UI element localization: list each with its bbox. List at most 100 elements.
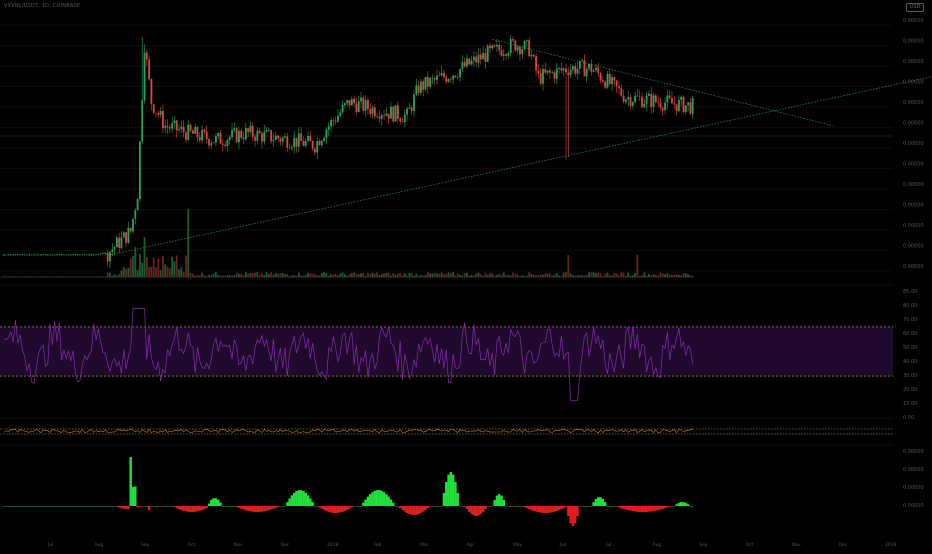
candle-body: [247, 128, 249, 132]
candle-body: [577, 69, 579, 74]
macd-bar: [632, 506, 634, 511]
rsi-tick-label: 0.00: [903, 415, 914, 421]
candle-body: [254, 137, 256, 141]
macd-bar: [408, 506, 410, 514]
candle-body: [549, 71, 551, 73]
macd-bar: [307, 495, 309, 506]
candle-body: [203, 130, 205, 132]
candle-body: [268, 130, 270, 131]
volume-bar: [480, 274, 482, 277]
macd-bar: [592, 502, 594, 506]
rsi-tick-label: 20.00: [903, 387, 917, 393]
macd-bar: [194, 506, 196, 512]
macd-bar: [362, 503, 364, 506]
macd-bar: [120, 506, 122, 508]
volume-bar: [455, 275, 457, 277]
volume-bar: [524, 276, 526, 277]
volume-bar: [494, 275, 496, 277]
candle-body: [224, 145, 226, 146]
volume-bar: [634, 273, 636, 277]
volume-bar: [630, 275, 632, 277]
volume-bar: [643, 272, 645, 277]
candle-body: [586, 69, 588, 77]
volume-bar: [468, 276, 470, 277]
candle-body: [293, 138, 295, 147]
candle-body: [210, 143, 212, 145]
time-tick-label: Jul: [47, 542, 53, 548]
macd-bar: [528, 506, 530, 509]
candle-body: [537, 70, 539, 73]
rsi-tick-label: 85.00: [903, 289, 917, 295]
candle-body: [98, 254, 100, 255]
candle-body: [459, 69, 461, 77]
currency-badge[interactable]: USD: [906, 3, 924, 12]
volume-bar: [397, 273, 399, 277]
volume-bar: [316, 275, 318, 277]
volume-bar: [408, 273, 410, 277]
macd-bar: [615, 506, 617, 507]
volume-bar: [5, 277, 7, 278]
candle-body: [93, 255, 95, 256]
macd-bar: [553, 506, 555, 512]
candle-body: [139, 141, 141, 199]
macd-bar: [387, 497, 389, 506]
time-tick-label: Jun: [559, 542, 567, 548]
candle-body: [42, 255, 44, 256]
volume-bar: [12, 277, 14, 278]
volume-bar: [38, 277, 40, 278]
candle-body: [321, 141, 323, 145]
volume-bar: [35, 277, 37, 278]
price-tick-label: 0.00000: [903, 244, 924, 250]
volume-bar: [491, 274, 493, 277]
candle-body: [233, 128, 235, 130]
volume-bar: [475, 274, 477, 277]
candle-body: [303, 141, 305, 146]
candle-body: [590, 64, 592, 72]
candle-body: [678, 100, 680, 111]
rsi-tick-label: 70.00: [903, 317, 917, 323]
oscillator-line: [4, 429, 693, 432]
candle-body: [339, 112, 341, 115]
price-tick-label: 0.00000: [903, 182, 924, 188]
candle-body: [114, 247, 116, 249]
candle-body: [429, 78, 431, 86]
candle-body: [604, 82, 606, 88]
macd-bar: [192, 506, 194, 512]
candle-body: [58, 255, 60, 256]
candle-body: [146, 52, 148, 59]
candle-body: [623, 96, 625, 102]
volume-bar: [369, 274, 371, 277]
macd-bar: [330, 506, 332, 512]
time-tick-label: Jul: [605, 542, 611, 548]
macd-bar: [420, 506, 422, 513]
candle-body: [236, 128, 238, 142]
candle-body: [227, 140, 229, 146]
macd-bar: [625, 506, 627, 510]
candle-body: [33, 255, 35, 256]
candle-body: [162, 111, 164, 128]
candle-body: [648, 94, 650, 96]
candle-body: [291, 147, 293, 148]
macd-bar: [367, 497, 369, 506]
volume-bar: [508, 275, 510, 277]
macd-bar: [680, 502, 682, 506]
macd-bar: [666, 506, 668, 507]
candle-body: [639, 96, 641, 97]
candle-body: [176, 120, 178, 130]
macd-bar: [406, 506, 408, 513]
candle-body: [280, 139, 282, 142]
volume-bar: [501, 275, 503, 277]
macd-bar: [275, 506, 277, 508]
macd-bar: [311, 502, 313, 506]
candle-body: [392, 107, 394, 122]
volume-bar: [521, 275, 523, 277]
volume-bar: [415, 273, 417, 277]
candle-body: [282, 138, 284, 142]
volume-bar: [185, 255, 187, 277]
volume-bar: [685, 273, 687, 277]
macd-bar: [572, 506, 574, 526]
price-tick-label: 0.00000: [903, 141, 924, 147]
candle-body: [275, 136, 277, 140]
macd-bar: [309, 499, 311, 506]
